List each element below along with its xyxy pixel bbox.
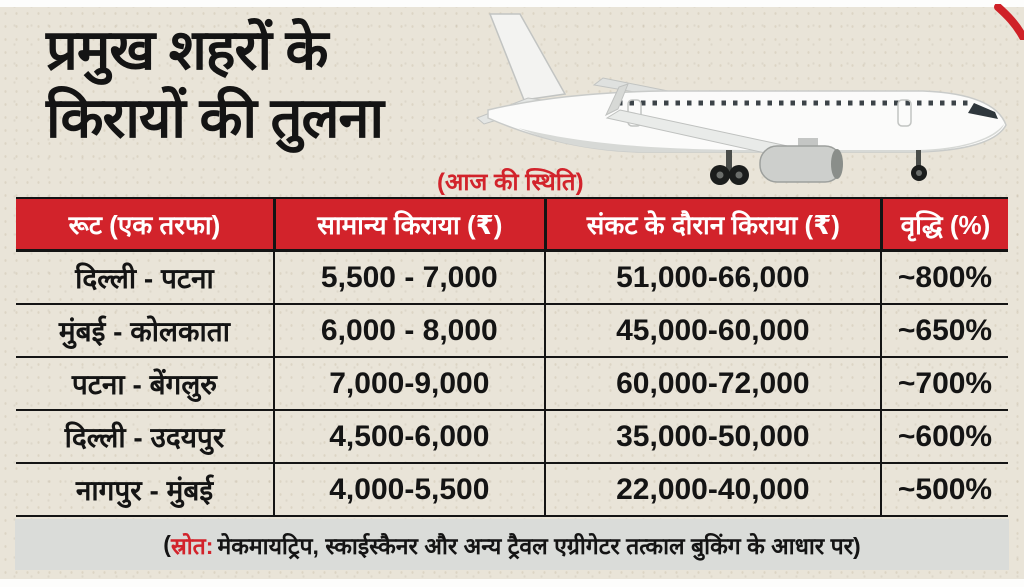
table-row: पटना - बेंगलुरु 7,000-9,000 60,000-72,00… [16, 358, 1008, 411]
source-label: स्रोत: [170, 532, 214, 559]
fare-comparison-table: रूट (एक तरफा) सामान्य किराया (₹) संकट के… [16, 197, 1008, 517]
column-header-route: रूट (एक तरफा) [16, 199, 273, 249]
airplane-icon [476, 13, 1007, 185]
table-row: दिल्ली - उदयपुर 4,500-6,000 35,000-50,00… [16, 411, 1008, 464]
crisis-fare-cell: 22,000-40,000 [543, 464, 880, 515]
table-row: नागपुर - मुंबई 4,000-5,500 22,000-40,000… [16, 464, 1008, 517]
table-header-row: रूट (एक तरफा) सामान्य किराया (₹) संकट के… [16, 197, 1008, 252]
source-footer: ( स्रोत: मेकमायट्रिप, स्काईस्कैनर और अन्… [15, 519, 1009, 570]
normal-fare-cell: 7,000-9,000 [272, 358, 544, 409]
increase-cell: ~600% [880, 411, 1008, 462]
normal-fare-cell: 6,000 - 8,000 [272, 305, 544, 356]
route-cell: दिल्ली - पटना [75, 262, 214, 294]
increase-cell: ~650% [880, 305, 1008, 356]
route-cell: नागपुर - मुंबई [75, 474, 214, 506]
source-open-paren: ( [163, 531, 171, 557]
page-title: प्रमुख शहरों के किरायों की तुलना [46, 16, 384, 153]
increase-cell: ~700% [880, 358, 1008, 409]
crisis-fare-cell: 60,000-72,000 [543, 358, 880, 409]
crisis-fare-cell: 35,000-50,000 [543, 411, 880, 462]
page-title-line1: प्रमुख शहरों के [46, 18, 329, 81]
route-cell: मुंबई - कोलकाता [58, 315, 230, 347]
normal-fare-cell: 5,500 - 7,000 [272, 252, 544, 303]
column-header-crisis-fare: संकट के दौरान किराया (₹) [543, 199, 881, 249]
crisis-fare-cell: 45,000-60,000 [543, 305, 880, 356]
source-text: मेकमायट्रिप, स्काईस्कैनर और अन्य ट्रैवल … [217, 532, 861, 559]
table-row: दिल्ली - पटना 5,500 - 7,000 51,000-66,00… [16, 252, 1008, 305]
column-header-normal-fare: सामान्य किराया (₹) [272, 199, 544, 249]
red-swoosh-icon [994, 4, 1024, 40]
table-row: मुंबई - कोलकाता 6,000 - 8,000 45,000-60,… [16, 305, 1008, 358]
increase-cell: ~500% [880, 464, 1008, 515]
increase-cell: ~800% [880, 252, 1008, 303]
route-cell: पटना - बेंगलुरु [71, 368, 218, 400]
normal-fare-cell: 4,000-5,500 [272, 464, 544, 515]
subtitle-status: (आज की स्थिति) [437, 169, 584, 196]
crisis-fare-cell: 51,000-66,000 [543, 252, 880, 303]
normal-fare-cell: 4,500-6,000 [272, 411, 544, 462]
column-header-increase: वृद्धि (%) [880, 199, 1008, 249]
route-cell: दिल्ली - उदयपुर [64, 421, 225, 453]
page-title-line2: किरायों की तुलना [46, 86, 384, 150]
